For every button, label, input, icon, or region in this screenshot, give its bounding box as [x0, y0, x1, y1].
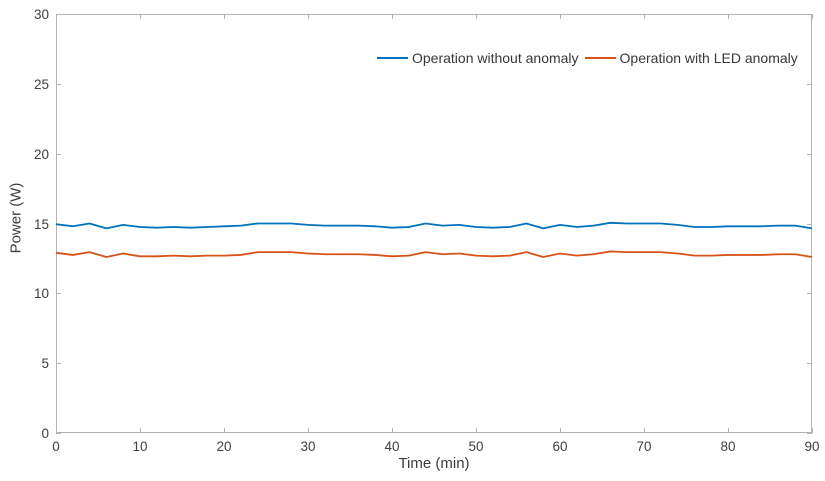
x-tick-label: 40	[384, 439, 399, 454]
x-tick-label: 20	[216, 439, 231, 454]
y-axis-label: Power (W)	[7, 182, 25, 254]
legend: Operation without anomaly Operation with…	[377, 50, 798, 66]
legend-label: Operation with LED anomaly	[619, 50, 798, 66]
x-tick-label: 70	[636, 439, 651, 454]
x-tick-label: 80	[720, 439, 735, 454]
y-tick-label: 30	[34, 7, 49, 22]
series-line-0	[55, 221, 813, 230]
legend-label: Operation without anomaly	[412, 50, 579, 66]
x-tick-label: 50	[468, 439, 483, 454]
series-line-1	[55, 250, 813, 258]
x-axis-label: Time (min)	[398, 455, 470, 472]
legend-line-swatch-orange	[584, 57, 616, 59]
y-tick-label: 15	[34, 217, 49, 232]
y-tick-label: 5	[41, 356, 49, 371]
legend-entry-with-led-anomaly: Operation with LED anomaly	[584, 50, 798, 66]
y-tick-label: 10	[34, 286, 49, 301]
axes-box-border	[56, 14, 812, 433]
x-tick-label: 30	[300, 439, 315, 454]
x-tick-label: 90	[804, 439, 819, 454]
y-tick-label: 20	[34, 147, 49, 162]
x-tick-label: 60	[552, 439, 567, 454]
x-tick-label: 0	[52, 439, 60, 454]
y-tick-label: 25	[34, 77, 49, 92]
legend-entry-without-anomaly: Operation without anomaly	[377, 50, 579, 66]
y-tick-label: 0	[41, 426, 49, 441]
x-tick-label: 10	[132, 439, 147, 454]
legend-line-swatch-blue	[377, 57, 408, 59]
